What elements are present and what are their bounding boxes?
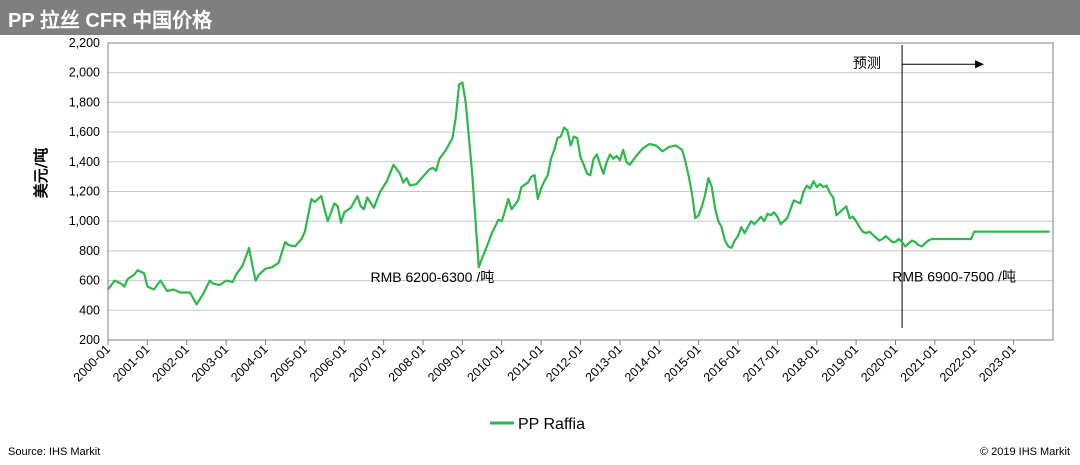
y-tick-label: 2,200 bbox=[69, 36, 100, 50]
x-tick-label: 2005-01 bbox=[268, 342, 310, 384]
x-tick-label: 2011-01 bbox=[505, 342, 547, 384]
y-axis-ticks: 200 400 600 800 1,000 1,200 1,400 1,600 1,800 2,0… bbox=[69, 36, 100, 347]
x-tick-label: 2017-01 bbox=[740, 342, 782, 384]
x-tick-label: 2018-01 bbox=[780, 342, 822, 384]
x-tick-label: 2010-01 bbox=[465, 342, 507, 384]
copyright-note: © 2019 IHS Markit bbox=[979, 446, 1070, 458]
y-tick-label: 1,400 bbox=[69, 155, 100, 169]
y-axis-label: 美元/吨 bbox=[32, 148, 50, 198]
legend-label-pp-raffia: PP Raffia bbox=[518, 416, 585, 433]
y-tick-label: 1,000 bbox=[69, 214, 100, 228]
x-tick-label: 2021-01 bbox=[898, 342, 940, 384]
page-title: PP 拉丝 CFR 中国价格 bbox=[8, 10, 213, 32]
y-tick-label: 800 bbox=[79, 244, 100, 258]
x-tick-label: 2020-01 bbox=[858, 342, 900, 384]
x-tick-label: 2003-01 bbox=[189, 342, 231, 384]
annotation-1: 预测 bbox=[853, 55, 881, 71]
x-tick-label: 2000-01 bbox=[71, 342, 113, 384]
y-tick-label: 400 bbox=[79, 303, 100, 317]
series-line-pp-raffia bbox=[107, 81, 1050, 306]
x-tick-label: 2023-01 bbox=[976, 342, 1018, 384]
source-note: Source: IHS Markit bbox=[8, 446, 101, 458]
x-tick-label: 2001-01 bbox=[110, 342, 152, 384]
y-tick-label: 1,200 bbox=[69, 185, 100, 199]
y-tick-label: 1,600 bbox=[69, 125, 100, 139]
x-tick-label: 2006-01 bbox=[307, 342, 349, 384]
annotation-2: RMB 6900-7500 /吨 bbox=[892, 268, 1016, 284]
x-tick-label: 2012-01 bbox=[543, 342, 585, 384]
y-tick-label: 2,000 bbox=[69, 66, 100, 80]
annotations: RMB 6200-6300 /吨 预测 RMB 6900-7500 /吨 bbox=[371, 55, 1016, 285]
x-tick-label: 2004-01 bbox=[228, 342, 270, 384]
forecast-arrowhead bbox=[975, 60, 985, 69]
x-tick-label: 2016-01 bbox=[701, 342, 743, 384]
y-tick-label: 1,800 bbox=[69, 95, 100, 109]
x-tick-label: 2007-01 bbox=[346, 342, 388, 384]
y-tick-label: 200 bbox=[79, 333, 100, 347]
x-tick-label: 2022-01 bbox=[937, 342, 979, 384]
x-tick-label: 2002-01 bbox=[150, 342, 192, 384]
title-bar: PP 拉丝 CFR 中国价格 bbox=[0, 0, 1080, 35]
x-tick-label: 2013-01 bbox=[583, 342, 625, 384]
x-tick-label: 2015-01 bbox=[661, 342, 703, 384]
gridlines bbox=[107, 42, 1054, 341]
x-axis-ticks: 2000-012001-012002-012003-012004-012005-… bbox=[71, 340, 1019, 385]
x-tick-label: 2009-01 bbox=[425, 342, 467, 384]
x-tick-label: 2019-01 bbox=[819, 342, 861, 384]
annotation-0: RMB 6200-6300 /吨 bbox=[371, 269, 495, 285]
x-tick-label: 2008-01 bbox=[386, 342, 428, 384]
x-tick-label: 2014-01 bbox=[622, 342, 664, 384]
y-tick-label: 600 bbox=[79, 274, 100, 288]
